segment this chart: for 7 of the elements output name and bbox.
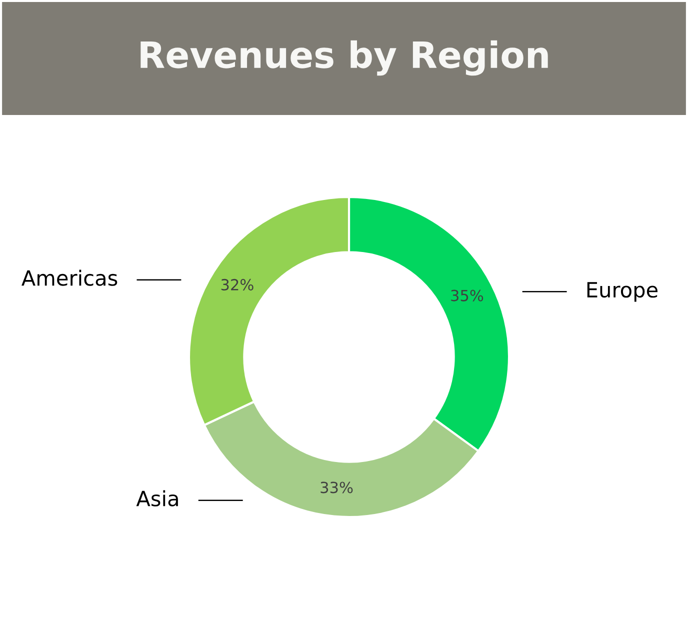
slice-label: Europe bbox=[587, 282, 658, 302]
data-label: 33% bbox=[320, 482, 353, 494]
data-label: 32% bbox=[221, 278, 254, 290]
chart-title: Revenues by Region bbox=[140, 40, 548, 76]
slice-label: Asia bbox=[136, 490, 178, 506]
slice-label: Americas bbox=[22, 270, 118, 286]
data-label: 35% bbox=[451, 290, 484, 302]
